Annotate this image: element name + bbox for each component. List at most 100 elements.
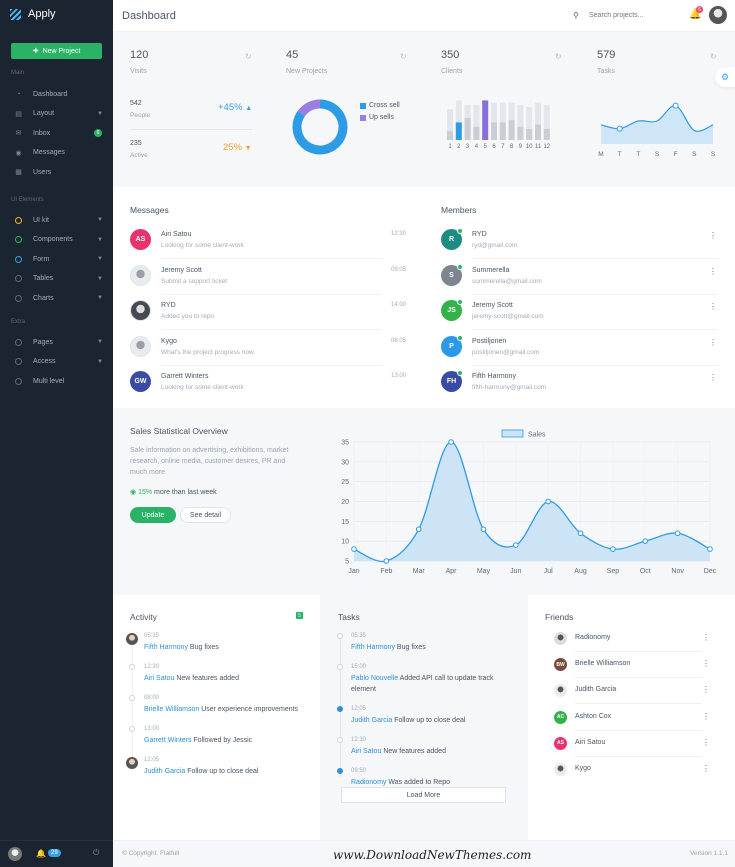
member-item[interactable]: JS Jeremy Scott jeremy-scott@gmail.com ⋮ [441, 295, 718, 330]
more-vertical-icon[interactable]: ⋮ [709, 337, 717, 347]
timeline-item[interactable]: 05:35 Fifth Harmony Bug fixes [126, 633, 314, 654]
avatar [126, 757, 138, 769]
refresh-icon[interactable]: ↻ [245, 52, 252, 61]
timeline-item[interactable]: 15:00 Pablo Nouvelle Added API call to up… [337, 664, 516, 695]
timeline-item[interactable]: 12:30 Airi Satou New features added [337, 737, 516, 758]
sidebar-item-label: Form [33, 255, 50, 263]
timeline-item[interactable]: 08:00 Brielle Williamson User experience … [129, 695, 314, 716]
divider [161, 258, 382, 259]
friend-item[interactable]: BW Brielle Williamson ⋮ [552, 652, 712, 679]
check-circle-icon: ◉ [130, 489, 137, 496]
settings-gear-icon[interactable]: ⚙ [715, 67, 735, 87]
more-vertical-icon[interactable]: ⋮ [709, 302, 717, 311]
timeline-user-link[interactable]: Airi Satou [351, 748, 382, 755]
sidebar-item-form[interactable]: Form ▼ [0, 251, 113, 267]
message-item[interactable]: Kygo What's the project progress now 08:05 [130, 331, 407, 366]
x-tick-label: F [674, 151, 678, 158]
notifications-icon[interactable]: 🔔 [689, 9, 702, 20]
sidebar-item-multi-level[interactable]: Multi level [0, 373, 113, 389]
bar-tick-label: 3 [466, 144, 470, 150]
message-item[interactable]: Jeremy Scott Submit a support ticket 09:05 [130, 260, 407, 295]
sidebar-avatar[interactable] [8, 847, 22, 861]
refresh-icon[interactable]: ↻ [555, 52, 562, 61]
timeline-dot [129, 726, 135, 732]
timeline-user-link[interactable]: Garrett Winters [144, 737, 192, 744]
more-vertical-icon[interactable]: ⋮ [702, 764, 710, 773]
avatar [554, 684, 567, 698]
member-item[interactable]: S Summerella summerella@gmail.com ⋮ [441, 260, 718, 295]
member-item[interactable]: FH Fifth Harmony fifth-harmony@gmail.com ⋮ [441, 366, 718, 401]
sales-area [354, 442, 710, 562]
sidebar-item-messages[interactable]: ◉ Messages [0, 145, 113, 161]
see-detail-button[interactable]: See detail [180, 507, 231, 523]
more-vertical-icon[interactable]: ⋮ [702, 685, 710, 695]
more-vertical-icon[interactable]: ⋮ [702, 659, 710, 669]
load-more-button[interactable]: Load More [341, 787, 506, 803]
more-vertical-icon[interactable]: ⋮ [702, 737, 710, 747]
timeline-user-link[interactable]: Radionomy [351, 779, 387, 786]
timeline-item[interactable]: 12:05 Judith Garcia Follow up to close de… [337, 706, 516, 727]
timeline-item[interactable]: 13:00 Garrett Winters Followed by Jessic [129, 726, 314, 747]
bar-tick-label: 4 [475, 144, 479, 150]
more-vertical-icon[interactable]: ⋮ [709, 373, 717, 382]
sidebar-item-ui-kit[interactable]: UI kit ▼ [0, 212, 113, 228]
sidebar-item-dashboard[interactable]: ◔ Dashboard [0, 86, 113, 102]
sidebar-item-inbox[interactable]: ✉ Inbox 6 [0, 125, 113, 141]
friend-item[interactable]: Judith Garcia ⋮ [552, 678, 712, 705]
search-input[interactable] [589, 9, 669, 21]
brand[interactable]: Apply [10, 8, 56, 20]
sidebar-item-components[interactable]: Components ▼ [0, 232, 113, 248]
status-dot [457, 228, 463, 234]
refresh-icon[interactable]: ↻ [400, 52, 407, 61]
message-item[interactable]: GW Garrett Winters Looking for some client… [130, 366, 407, 401]
more-vertical-icon[interactable]: ⋮ [702, 711, 710, 721]
timeline-item[interactable]: 05:35 Fifth Harmony Bug fixes [337, 633, 516, 654]
member-item[interactable]: P Postiljonen postiljonen@gmail.com ⋮ [441, 331, 718, 366]
timeline-text: Fifth Harmony Bug fixes [351, 643, 516, 654]
refresh-icon[interactable]: ↻ [710, 52, 717, 61]
more-vertical-icon[interactable]: ⋮ [702, 633, 710, 642]
timeline-time: 13:00 [144, 726, 160, 732]
sidebar-item-tables[interactable]: Tables ▼ [0, 271, 113, 287]
search-icon[interactable]: ⚲ [573, 11, 579, 20]
timeline-user-link[interactable]: Airi Satou [144, 675, 175, 682]
new-project-button[interactable]: ✚ New Project [11, 43, 102, 59]
active-label: Active [130, 152, 148, 159]
more-vertical-icon[interactable]: ⋮ [709, 266, 717, 276]
timeline-user-link[interactable]: Fifth Harmony [144, 644, 188, 651]
timeline-item[interactable]: 12:30 Airi Satou New features added [129, 664, 314, 685]
message-item[interactable]: RYD Added you to repo 14:00 [130, 295, 407, 330]
timeline-action: User experience improvements [201, 706, 299, 713]
avatar-initials: AC [556, 714, 565, 721]
timeline-user-link[interactable]: Pablo Nouvelle [351, 675, 399, 682]
friend-item[interactable]: Radionomy ⋮ [552, 626, 712, 652]
activity-title: Activity [130, 612, 157, 622]
chevron-down-icon: ▼ [97, 358, 103, 365]
sidebar-item-charts[interactable]: Charts ▼ [0, 290, 113, 306]
divider [472, 329, 718, 330]
power-icon[interactable]: ⏻ [93, 848, 100, 857]
friend-item[interactable]: AS Airi Satou ⋮ [552, 731, 712, 757]
member-name: Fifth Harmony [472, 373, 516, 380]
avatar-initials: JS [447, 307, 456, 314]
user-avatar[interactable] [709, 6, 727, 24]
sidebar-item-layout[interactable]: ▤ Layout ▼ [0, 106, 113, 122]
sidebar-item-users[interactable]: ▦ Users [0, 164, 113, 180]
divider [472, 364, 718, 366]
timeline-user-link[interactable]: Brielle Williamson [144, 706, 200, 713]
sidebar-item-pages[interactable]: Pages ▼ [0, 334, 113, 350]
member-item[interactable]: R RYD ryd@gmail.com ⋮ [441, 224, 718, 259]
update-button[interactable]: Update [130, 507, 176, 523]
more-vertical-icon[interactable]: ⋮ [709, 231, 717, 240]
ring-icon [15, 216, 22, 224]
timeline-user-link[interactable]: Fifth Harmony [351, 644, 395, 651]
timeline-user-link[interactable]: Judith Garcia [351, 717, 393, 724]
timeline-user-link[interactable]: Judith Garcia [144, 768, 186, 775]
sidebar-item-access[interactable]: Access ▼ [0, 354, 113, 370]
timeline-item[interactable]: 12:05 Judith Garcia Follow up to close de… [126, 757, 314, 778]
timeline-item[interactable]: 09:50 Radionomy Was added to Repo [337, 768, 516, 789]
friend-item[interactable]: AC Ashton Cox ⋮ [552, 705, 712, 731]
bell-icon[interactable]: 🔔 [36, 849, 46, 858]
friend-item[interactable]: Kygo ⋮ [552, 757, 712, 783]
message-item[interactable]: AS Airi Satou Looking for some client-work… [130, 224, 407, 259]
